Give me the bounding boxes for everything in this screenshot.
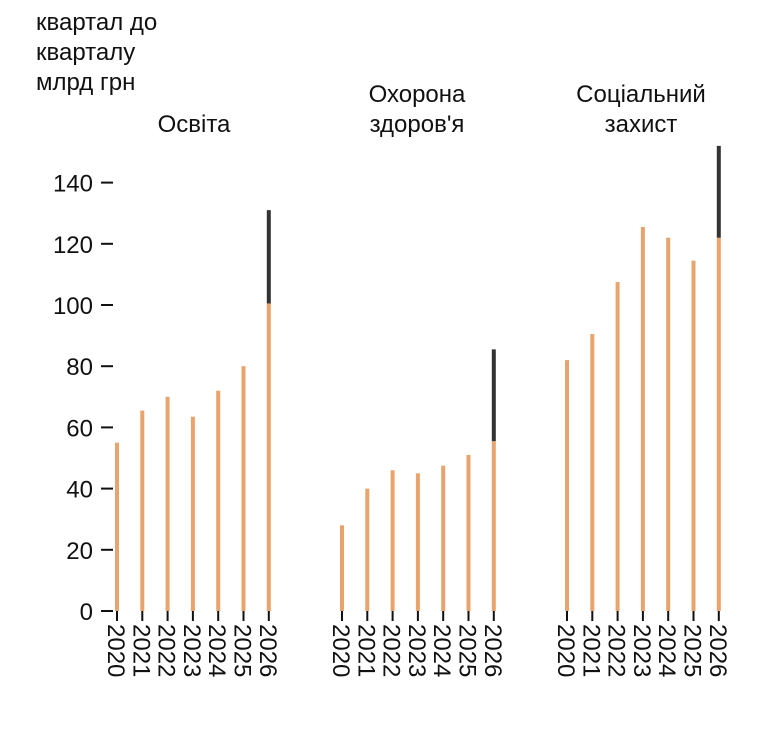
bar bbox=[165, 396, 170, 611]
panel: Соціальний захист 202020212022202320242025… bbox=[552, 81, 731, 677]
x-tick-label: 2026 bbox=[254, 624, 281, 677]
bar bbox=[491, 441, 496, 611]
bar-extra-segment bbox=[491, 349, 496, 442]
y-axis: 0 20 40 60 80 100 120 140 bbox=[53, 171, 113, 626]
y-tick-label: 140 bbox=[53, 171, 93, 198]
y-tick-label: 120 bbox=[53, 232, 93, 259]
bar bbox=[615, 282, 620, 611]
x-tick-label: 2022 bbox=[603, 624, 630, 677]
bar bbox=[216, 390, 221, 611]
panel-title: Охорона bbox=[369, 81, 466, 108]
bar bbox=[241, 366, 246, 611]
panel-title: здоров'я bbox=[370, 111, 465, 138]
panel-title: захист bbox=[605, 111, 678, 138]
x-tick-label: 2020 bbox=[102, 624, 129, 677]
bar-extra-segment bbox=[266, 210, 271, 304]
bar bbox=[691, 260, 696, 611]
x-tick-label: 2026 bbox=[479, 624, 506, 677]
x-tick-label: 2021 bbox=[127, 624, 154, 677]
x-tick-label: 2024 bbox=[653, 624, 680, 677]
x-tick-label: 2022 bbox=[378, 624, 405, 677]
bar bbox=[266, 303, 271, 611]
y-tick-label: 80 bbox=[66, 354, 93, 381]
x-tick-label: 2026 bbox=[704, 624, 731, 677]
bar bbox=[390, 470, 395, 611]
x-tick-label: 2020 bbox=[327, 624, 354, 677]
y-tick-label: 20 bbox=[66, 538, 93, 565]
x-tick-label: 2024 bbox=[203, 624, 230, 677]
bar bbox=[466, 454, 471, 611]
y-tick-label: 100 bbox=[53, 293, 93, 320]
x-tick-label: 2020 bbox=[552, 624, 579, 677]
x-tick-label: 2025 bbox=[454, 624, 481, 677]
bar bbox=[115, 442, 119, 611]
bar bbox=[340, 525, 344, 611]
bar bbox=[565, 360, 569, 611]
y-tick-label: 60 bbox=[66, 415, 93, 442]
x-tick-label: 2025 bbox=[679, 624, 706, 677]
x-tick-label: 2025 bbox=[229, 624, 256, 677]
panel-title: Освіта bbox=[158, 111, 231, 138]
y-tick-label: 0 bbox=[80, 599, 93, 626]
y-axis-label-line: млрд грн bbox=[36, 69, 135, 96]
panel-title: Соціальний bbox=[576, 81, 706, 108]
x-tick-label: 2023 bbox=[628, 624, 655, 677]
bar bbox=[590, 334, 595, 611]
x-tick-label: 2021 bbox=[577, 624, 604, 677]
panels: Освіта2020202120222023202420252026Охорон… bbox=[102, 81, 731, 677]
bar bbox=[140, 410, 145, 611]
x-tick-label: 2023 bbox=[403, 624, 430, 677]
bar bbox=[365, 488, 370, 611]
y-axis-label: квартал до кварталу млрд грн bbox=[36, 9, 157, 96]
bar-extra-segment bbox=[716, 145, 721, 238]
bar bbox=[666, 237, 671, 611]
bar bbox=[716, 237, 721, 611]
y-axis-label-line: квартал до bbox=[36, 9, 157, 36]
x-tick-label: 2022 bbox=[153, 624, 180, 677]
panel: Охорона здоров'я 2020202120222023202420252… bbox=[327, 81, 506, 677]
x-tick-label: 2023 bbox=[178, 624, 205, 677]
bar bbox=[190, 416, 195, 611]
y-axis-label-line: кварталу bbox=[36, 39, 135, 66]
bar bbox=[415, 473, 420, 611]
x-tick-label: 2024 bbox=[428, 624, 455, 677]
bar bbox=[640, 226, 645, 611]
x-tick-label: 2021 bbox=[352, 624, 379, 677]
bar bbox=[441, 465, 446, 611]
y-tick-label: 40 bbox=[66, 477, 93, 504]
